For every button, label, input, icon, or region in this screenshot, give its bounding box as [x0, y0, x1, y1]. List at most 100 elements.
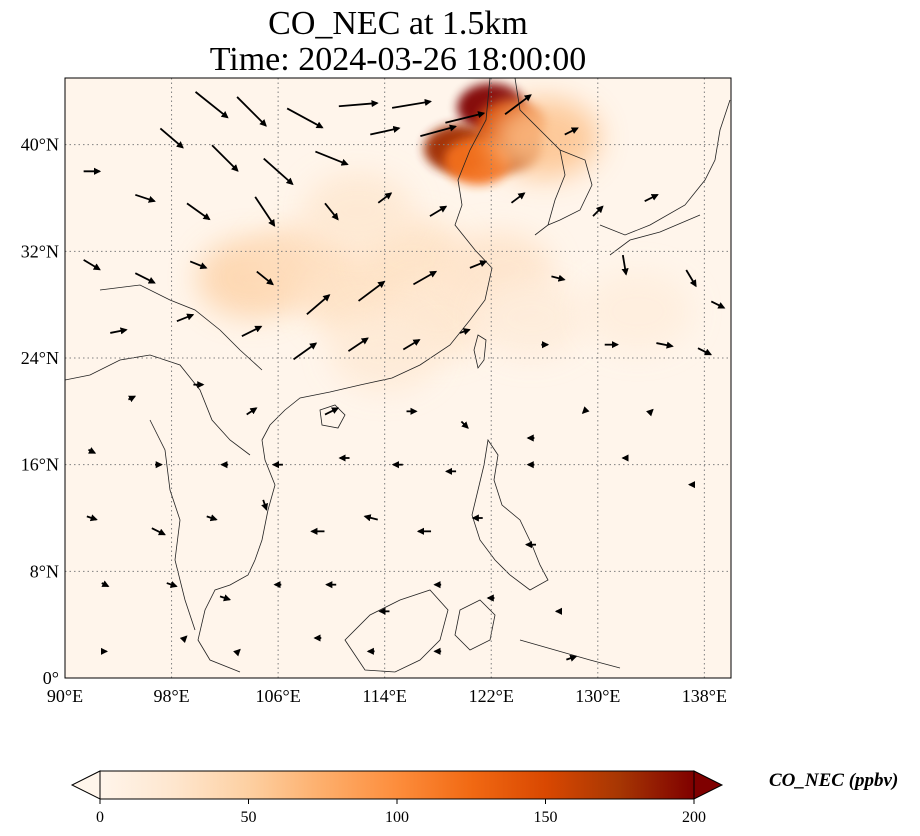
wind-vector-arrow	[254, 196, 276, 227]
concentration-layer	[196, 83, 693, 392]
wind-vector-arrow	[324, 407, 340, 416]
wind-vector-arrow	[219, 594, 232, 602]
wind-vector-arrow	[256, 270, 274, 286]
wind-vector-arrow	[697, 347, 713, 356]
colorbar-tick-label: 150	[534, 809, 558, 826]
wind-vector-arrow	[581, 406, 590, 414]
latitude-tick-label: 32°N	[21, 241, 59, 261]
wind-vector-arrow	[504, 94, 532, 115]
wind-vector-arrow	[127, 395, 137, 403]
wind-vector-arrow	[211, 144, 239, 172]
wind-vector-arrow	[315, 150, 349, 166]
colorbar-tick-label: 200	[682, 809, 706, 826]
coastlines	[65, 78, 731, 673]
wind-vector-arrow	[363, 514, 378, 522]
wind-vector-arrow	[306, 294, 331, 315]
wind-vector-arrow	[241, 325, 263, 337]
latitude-tick-labels: 0° 8°N 16°N 24°N 32°N 40°N	[21, 135, 59, 688]
wind-vector-arrow	[391, 98, 432, 109]
wind-vector-arrow	[194, 91, 229, 119]
wind-vector-arrow	[186, 202, 211, 221]
wind-vector-arrow	[621, 254, 629, 276]
wind-vector-arrow	[338, 99, 379, 108]
latitude-tick-label: 0°	[43, 668, 59, 688]
wind-vector-arrow	[564, 127, 579, 136]
longitude-tick-label: 114°E	[362, 686, 407, 706]
wind-vector-arrow	[88, 447, 97, 454]
wind-vector-arrow	[460, 420, 469, 429]
wind-vector-arrow	[429, 205, 448, 217]
map-subtitle: Time: 2024-03-26 18:00:00	[209, 41, 587, 78]
wind-vector-arrow	[566, 654, 578, 662]
wind-vector-arrow	[592, 205, 604, 217]
concentration-blob	[303, 171, 414, 252]
longitude-tick-label: 130°E	[575, 686, 620, 706]
concentration-blob	[476, 278, 587, 358]
wind-vector-arrow	[159, 127, 184, 149]
wind-vector-arrow	[370, 125, 401, 136]
wind-vector-arrow	[459, 328, 471, 335]
concentration-blob	[582, 271, 693, 352]
wind-vector-arrow	[324, 202, 339, 221]
colorbar-extend-max	[693, 770, 724, 800]
wind-vector-arrow	[469, 260, 488, 269]
map-title: CO_NEC at 1.5km	[268, 5, 528, 42]
wind-vector-arrow	[347, 337, 369, 352]
wind-vector-arrow	[166, 581, 178, 588]
wind-vector-arrow	[233, 648, 241, 657]
colorbar-label: CO_NEC (ppbv)	[769, 770, 899, 791]
colorbar-tick-label: 0	[96, 809, 104, 826]
wind-vector-arrow	[86, 514, 98, 522]
latitude-tick-label: 16°N	[21, 455, 59, 475]
wind-vector-arrow	[246, 407, 258, 416]
wind-vector-arrow	[551, 274, 566, 282]
wind-vector-arrow	[261, 499, 268, 511]
wind-vector-arrow	[710, 300, 726, 309]
longitude-tick-labels: 90°E 98°E 106°E 114°E 122°E 130°E 138°E	[47, 686, 727, 706]
map-frame	[64, 77, 732, 679]
wind-vector-arrow	[402, 339, 421, 351]
colorbar-extend-min	[70, 770, 101, 800]
longitude-tick-label: 90°E	[47, 686, 83, 706]
wind-vector-arrow	[110, 327, 128, 335]
longitude-tick-label: 122°E	[469, 686, 514, 706]
concentration-blob	[329, 311, 440, 392]
wind-vector-arrow	[656, 341, 674, 349]
wind-vector-arrow	[445, 111, 486, 124]
wind-vector-arrow	[685, 269, 697, 288]
wind-vector-arrow	[510, 192, 526, 204]
latitude-tick-label: 8°N	[30, 561, 59, 581]
colorbar-tick-label: 100	[385, 809, 409, 826]
wind-vector-arrow	[206, 514, 218, 522]
wind-vector-arrow	[151, 527, 166, 536]
latitude-tick-label: 40°N	[21, 135, 59, 155]
wind-vector-arrow	[135, 193, 156, 203]
wind-vector-arrow	[377, 192, 393, 204]
wind-vector-arrow	[101, 580, 110, 588]
colorbar-gradient	[100, 771, 694, 799]
wind-vector-arrow	[83, 259, 101, 271]
wind-vector-arrow	[420, 124, 457, 138]
wind-vector-arrow	[646, 408, 654, 417]
wind-vector-arrow	[134, 272, 156, 284]
wind-vector-arrow	[179, 635, 188, 644]
gridlines	[65, 78, 731, 678]
wind-vector-arrow	[176, 313, 195, 323]
concentration-blob	[489, 98, 600, 178]
colorbar-tick-label: 50	[241, 809, 257, 826]
wind-vector-arrow	[263, 157, 294, 186]
wind-vector-arrow	[644, 193, 659, 203]
colorbar-ticks: 0 50 100 150 200	[96, 799, 706, 826]
wind-vector-arrow	[189, 260, 208, 270]
wind-vector-arrow	[293, 342, 318, 361]
wind-vector-arrow	[358, 280, 386, 302]
colorbar: 0 50 100 150 200	[70, 770, 724, 826]
longitude-tick-label: 106°E	[256, 686, 301, 706]
longitude-tick-label: 138°E	[682, 686, 727, 706]
wind-vector-arrow	[412, 270, 438, 286]
latitude-tick-label: 24°N	[21, 348, 59, 368]
wind-vector-layer	[83, 91, 726, 662]
longitude-tick-label: 98°E	[153, 686, 189, 706]
wind-vector-arrow	[236, 96, 267, 127]
